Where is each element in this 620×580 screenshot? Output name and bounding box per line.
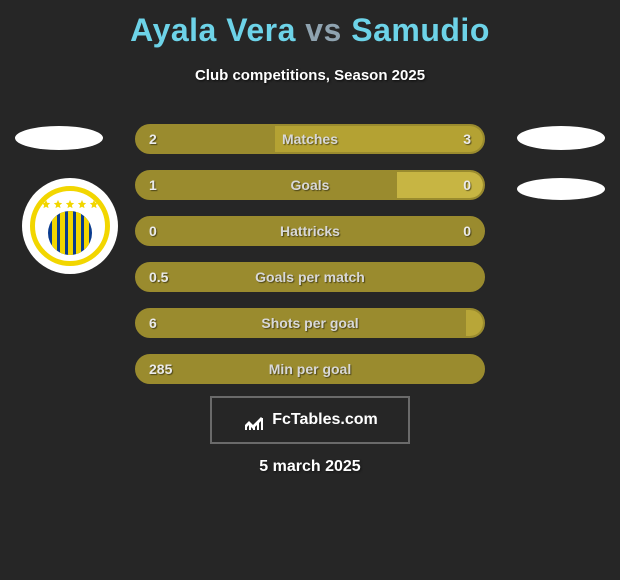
player1-name: Ayala Vera (130, 12, 296, 48)
stat-row: Shots per goal 6 (135, 308, 485, 338)
star-icon (65, 199, 75, 209)
stat-label: Min per goal (269, 361, 351, 377)
badge-stars (41, 199, 99, 209)
vs-text: vs (305, 12, 342, 48)
stat-value-left: 2 (149, 131, 157, 147)
stat-value-left: 0 (149, 223, 157, 239)
stat-value-left: 285 (149, 361, 172, 377)
player2-name: Samudio (351, 12, 490, 48)
stat-label: Shots per goal (261, 315, 358, 331)
subtitle: Club competitions, Season 2025 (0, 67, 620, 84)
stat-value-left: 0.5 (149, 269, 168, 285)
stat-row: Goals 1 0 (135, 170, 485, 200)
stat-label: Goals per match (255, 269, 365, 285)
star-icon (41, 199, 51, 209)
chart-icon (242, 408, 266, 432)
player2-club-placeholder-icon (517, 178, 605, 200)
logo-text: FcTables.com (272, 411, 378, 429)
bar-left-fill (137, 172, 397, 198)
stat-row: Goals per match 0.5 (135, 262, 485, 292)
stats-bars: Matches 2 3 Goals 1 0 Hattricks 0 0 Goals per mat… (135, 124, 485, 400)
date-label: 5 march 2025 (259, 458, 360, 476)
stat-label: Matches (282, 131, 338, 147)
player1-club-badge (22, 178, 118, 274)
stat-label: Goals (291, 177, 330, 193)
fctables-logo: FcTables.com (210, 396, 410, 444)
badge-inner-circle (48, 211, 92, 255)
stat-value-left: 6 (149, 315, 157, 331)
stat-value-left: 1 (149, 177, 157, 193)
stat-value-right: 3 (463, 131, 471, 147)
star-icon (53, 199, 63, 209)
bar-left-fill (137, 126, 275, 152)
stat-label: Hattricks (280, 223, 340, 239)
stat-value-right: 0 (463, 223, 471, 239)
star-icon (89, 199, 99, 209)
stat-row: Hattricks 0 0 (135, 216, 485, 246)
comparison-title: Ayala Vera vs Samudio (0, 0, 620, 49)
player2-placeholder-icon (517, 126, 605, 150)
stat-row: Min per goal 285 (135, 354, 485, 384)
star-icon (77, 199, 87, 209)
player1-placeholder-icon (15, 126, 103, 150)
stat-value-right: 0 (463, 177, 471, 193)
stat-row: Matches 2 3 (135, 124, 485, 154)
bar-right-fill (466, 310, 483, 336)
club-badge-inner (30, 186, 110, 266)
